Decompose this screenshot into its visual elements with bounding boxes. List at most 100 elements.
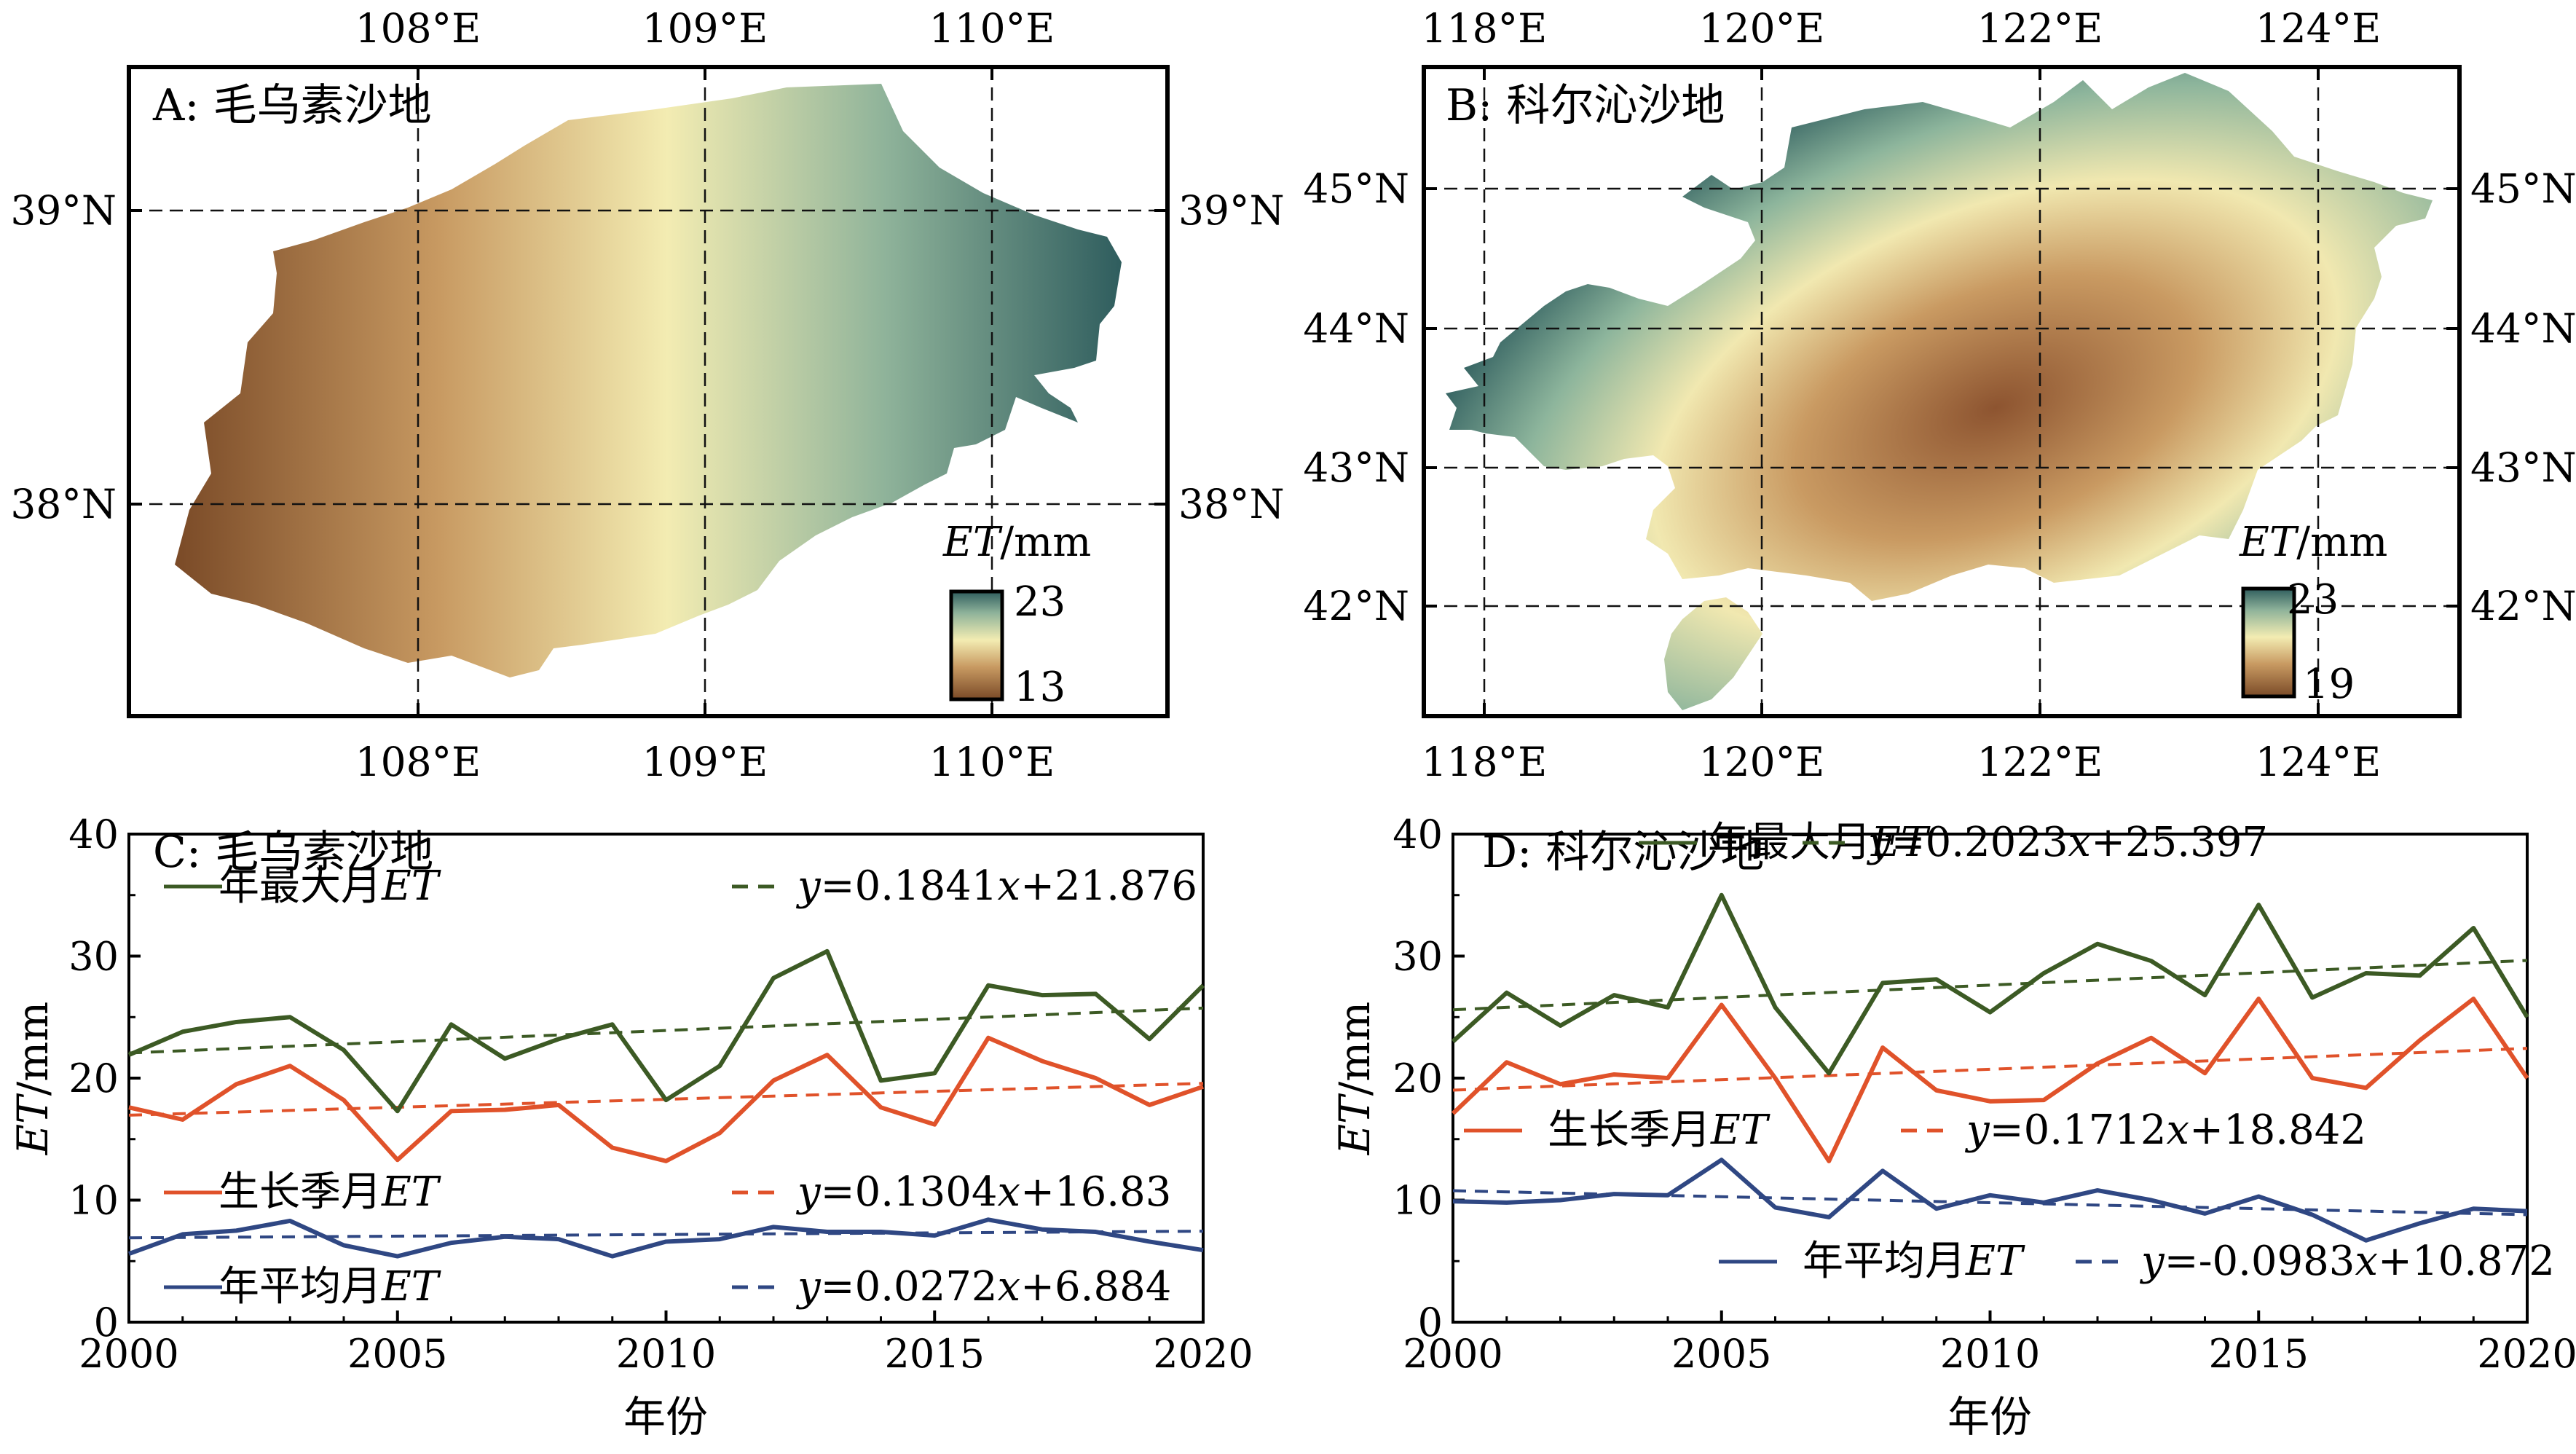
map-a-bottom-lon-label: 108°E bbox=[355, 739, 481, 785]
map-panel-b: B: 科尔沁沙地 118°E 120°E 122°E 124°E 118°E 1… bbox=[1303, 5, 2576, 785]
legend-trend-equation: y=-0.0983x+10.872 bbox=[2139, 1238, 2555, 1285]
map-b-top-lon-label: 122°E bbox=[1977, 5, 2103, 52]
chart-panel-c: 2000 2005 2010 2015 2020 0 10 20 30 40 C: 毛乌素沙地 年… bbox=[8, 812, 1253, 1442]
map-b-bottom-lon-label: 124°E bbox=[2256, 739, 2382, 785]
x-tick-label: 2010 bbox=[616, 1331, 716, 1377]
map-b-top-lon-label: 118°E bbox=[1422, 5, 1548, 52]
x-tick-label: 2020 bbox=[1153, 1331, 1253, 1377]
colorbar-a-title-unit: /mm bbox=[1000, 519, 1091, 566]
map-panel-a: A: 毛乌素沙地 108°E 109°E 110°E 108°E 109°E 1… bbox=[10, 5, 1284, 785]
colorbar-a-title-var: ET bbox=[942, 519, 1003, 566]
map-a-region bbox=[175, 84, 1122, 677]
map-b-left-lat-label: 45°N bbox=[1303, 165, 1409, 212]
x-tick-label: 2000 bbox=[1403, 1331, 1502, 1377]
map-a-colorbar: ET/mm 23 13 bbox=[942, 519, 1091, 711]
y-tick-label: 0 bbox=[1418, 1300, 1443, 1345]
chart-c-x-axis-label: 年份 bbox=[623, 1392, 708, 1442]
map-b-region bbox=[1446, 73, 2433, 710]
chart-d-title: D: 科尔沁沙地 bbox=[1482, 827, 1764, 878]
colorbar-b-min: 19 bbox=[2303, 661, 2355, 708]
legend-series-name: 生长季月 bbox=[1548, 1107, 1711, 1154]
x-tick-label: 2000 bbox=[79, 1331, 178, 1377]
colorbar-a-ramp bbox=[949, 589, 1004, 702]
map-a-top-lon-label: 109°E bbox=[642, 5, 768, 52]
map-b-right-lat-label: 44°N bbox=[2470, 305, 2576, 352]
colorbar-a-min: 13 bbox=[1014, 664, 1066, 711]
chart-panel-d: 2000 2005 2010 2015 2020 0 10 20 30 40 D: 科尔沁沙地 年… bbox=[1330, 812, 2576, 1442]
legend-series-name: 年平均月 bbox=[1803, 1238, 1966, 1285]
map-b-colorbar: ET/mm 23 19 bbox=[2239, 519, 2387, 708]
colorbar-b-max: 23 bbox=[2287, 576, 2339, 624]
map-a-left-lat-label: 39°N bbox=[10, 187, 117, 234]
y-tick-label: 10 bbox=[1393, 1178, 1443, 1224]
trend-line-1 bbox=[1452, 1047, 2528, 1092]
x-tick-label: 2005 bbox=[1671, 1331, 1771, 1377]
map-a-top-lon-label: 110°E bbox=[929, 5, 1055, 52]
legend-series-name: 年最大月 bbox=[218, 862, 382, 910]
legend-series-label: 年最大月ET bbox=[218, 862, 441, 910]
x-tick-label: 2010 bbox=[1940, 1331, 2040, 1377]
colorbar-b-title-unit: /mm bbox=[2296, 519, 2387, 566]
legend-series-var: ET bbox=[1870, 819, 1931, 866]
x-tick-label: 2015 bbox=[2209, 1331, 2309, 1377]
y-tick-label: 30 bbox=[68, 934, 119, 980]
map-b-right-lat-label: 42°N bbox=[2470, 583, 2576, 629]
legend-trend-equation: y=0.2023x+25.397 bbox=[1866, 819, 2268, 866]
map-b-right-lat-label: 45°N bbox=[2470, 165, 2576, 212]
legend-trend-equation: y=0.1712x+18.842 bbox=[1964, 1107, 2366, 1154]
map-b-top-lon-label: 124°E bbox=[2256, 5, 2382, 52]
series-line-2 bbox=[127, 1217, 1204, 1259]
map-a-right-lat-label: 38°N bbox=[1178, 481, 1285, 527]
legend-series-var: ET bbox=[381, 1168, 441, 1216]
chart-d-x-axis-label: 年份 bbox=[1947, 1392, 2032, 1442]
chart-c-series-lines bbox=[127, 948, 1205, 1259]
map-b-frame bbox=[1422, 65, 2462, 718]
map-b-bottom-lon-label: 120°E bbox=[1699, 739, 1825, 785]
legend-series-label: 生长季月ET bbox=[218, 1168, 441, 1216]
y-tick-label: 40 bbox=[1393, 812, 1443, 857]
trend-line-0 bbox=[128, 1006, 1204, 1055]
legend-series-name: 生长季月 bbox=[218, 1168, 382, 1216]
chart-c-y-axis-label: ET/mm bbox=[8, 1002, 58, 1156]
legend-series-var: ET bbox=[381, 1263, 441, 1310]
colorbar-a-max: 23 bbox=[1014, 578, 1066, 626]
map-b-ticks bbox=[1424, 67, 2459, 716]
map-b-left-lat-label: 43°N bbox=[1303, 444, 1409, 491]
map-b-panel-label: B: 科尔沁沙地 bbox=[1446, 80, 1725, 131]
x-tick-label: 2015 bbox=[885, 1331, 985, 1377]
legend-series-label: 生长季月ET bbox=[1548, 1107, 1770, 1154]
y-tick-label: 30 bbox=[1393, 934, 1443, 980]
series-line-1 bbox=[128, 1035, 1204, 1163]
chart-d-y-axis-label: ET/mm bbox=[1330, 1002, 1379, 1156]
map-a-frame bbox=[127, 65, 1170, 718]
chart-c-title: C: 毛乌素沙地 bbox=[153, 827, 433, 878]
series-line-0 bbox=[127, 948, 1205, 1114]
legend-trend-equation: y=0.0272x+6.884 bbox=[795, 1263, 1171, 1310]
svg-text:ET/mm: ET/mm bbox=[2239, 519, 2387, 566]
legend-series-name: 年最大月 bbox=[1708, 819, 1871, 866]
x-tick-label: 2005 bbox=[347, 1331, 447, 1377]
y-tick-label: 40 bbox=[68, 812, 119, 857]
colorbar-b-ramp bbox=[2241, 586, 2296, 699]
y-tick-label: 0 bbox=[94, 1300, 119, 1345]
series-line-2 bbox=[1452, 1158, 2528, 1243]
map-a-ticks bbox=[129, 67, 1167, 716]
legend-series-name: 年平均月 bbox=[218, 1263, 382, 1310]
map-b-bottom-lon-label: 122°E bbox=[1977, 739, 2103, 785]
map-a-left-lat-label: 38°N bbox=[10, 481, 117, 527]
series-line-1 bbox=[1451, 997, 2529, 1163]
map-b-bottom-lon-label: 118°E bbox=[1422, 739, 1548, 785]
trend-line-2 bbox=[128, 1230, 1204, 1240]
colorbar-b-title-var: ET bbox=[2239, 519, 2299, 566]
chart-d-ticks: 2000 2005 2010 2015 2020 0 10 20 30 40 bbox=[1393, 812, 2576, 1377]
map-b-left-lat-label: 42°N bbox=[1303, 583, 1409, 629]
chart-d-series-lines bbox=[1451, 892, 2529, 1243]
trend-line-0 bbox=[1452, 959, 2528, 1012]
legend-series-var: ET bbox=[381, 862, 441, 910]
map-b-top-lon-label: 120°E bbox=[1699, 5, 1825, 52]
legend-series-var: ET bbox=[1710, 1107, 1770, 1154]
legend-trend-equation: y=0.1304x+16.83 bbox=[795, 1168, 1171, 1216]
map-a-bottom-lon-label: 109°E bbox=[642, 739, 768, 785]
